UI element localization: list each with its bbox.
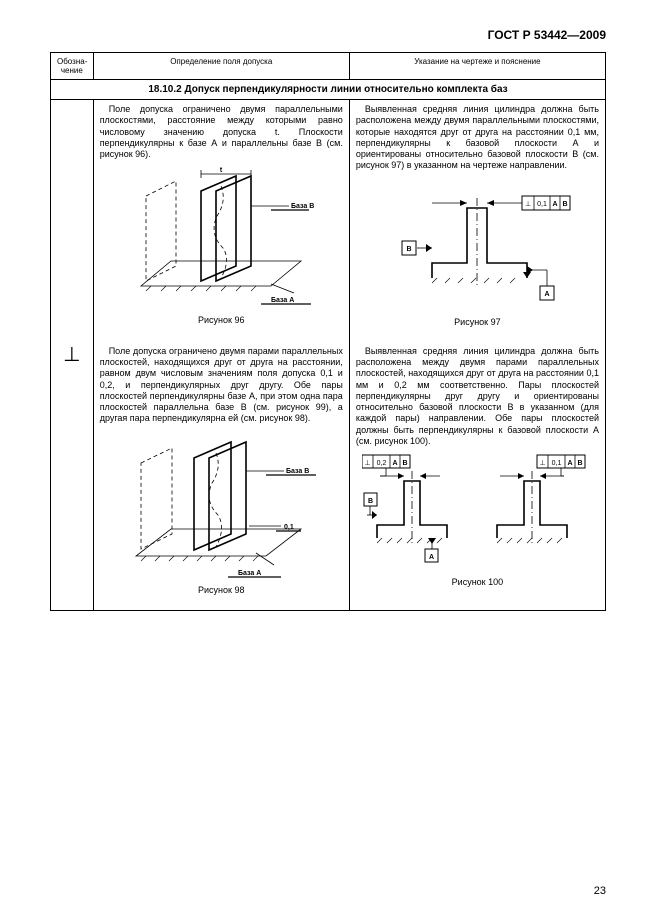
symbol-cell: ⊥ [51,100,94,611]
para-r2-left: Поле допуска ограничено двумя парами пар… [100,346,343,425]
standard-header: ГОСТ Р 53442—2009 [50,28,606,42]
cell-r1-c2: Поле допуска ограничено двумя параллельн… [93,100,349,342]
svg-text:0,2: 0,2 [377,460,387,467]
figure-96: t База В База А [100,166,343,311]
svg-text:⊥: ⊥ [525,201,531,208]
svg-text:А: А [545,291,550,298]
svg-text:База А: База А [271,297,294,304]
main-table: Обозна-чение Определение поля допуска Ук… [50,52,606,611]
para-r2-right: Выявленная средняя линия цилиндра должна… [356,346,599,447]
col-head-3: Указание на чертеже и пояснение [349,53,605,80]
svg-text:В: В [403,460,408,467]
caption-98: Рисунок 98 [100,585,343,596]
perpendicularity-symbol-icon: ⊥ [57,342,87,367]
svg-text:⊥: ⊥ [540,460,546,467]
svg-text:В: В [563,201,568,208]
caption-97: Рисунок 97 [356,317,599,328]
col-head-1: Обозна-чение [51,53,94,80]
cell-r1-c3: Выявленная средняя линия цилиндра должна… [349,100,605,342]
col-head-2: Определение поля допуска [93,53,349,80]
svg-text:0,1: 0,1 [552,460,562,467]
svg-text:А: А [393,460,398,467]
figure-98: База В 0,1 База А [100,431,343,581]
svg-text:База А: База А [238,570,261,577]
figure-97: ⊥ 0,1 А В В [356,178,599,313]
svg-text:В: В [407,246,412,253]
caption-96: Рисунок 96 [100,315,343,326]
svg-text:А: А [429,554,434,561]
svg-text:База В: База В [286,468,309,475]
page-number: 23 [594,885,606,897]
svg-text:t: t [220,167,223,174]
svg-text:В: В [368,498,373,505]
svg-text:В: В [578,460,583,467]
svg-text:0,1: 0,1 [284,524,294,531]
svg-text:База В: База В [291,203,314,210]
svg-text:⊥: ⊥ [365,460,371,467]
svg-text:А: А [553,201,558,208]
figure-100: ⊥ 0,2 А В В [356,453,599,573]
para-r1-right: Выявленная средняя линия цилиндра должна… [356,104,599,172]
svg-text:0,1: 0,1 [538,201,548,208]
cell-r2-c2: Поле допуска ограничено двумя парами пар… [93,342,349,611]
section-title: 18.10.2 Допуск перпендикулярности линии … [51,80,606,100]
cell-r2-c3: Выявленная средняя линия цилиндра должна… [349,342,605,611]
caption-100: Рисунок 100 [356,577,599,588]
svg-text:А: А [568,460,573,467]
para-r1-left: Поле допуска ограничено двумя параллельн… [100,104,343,160]
